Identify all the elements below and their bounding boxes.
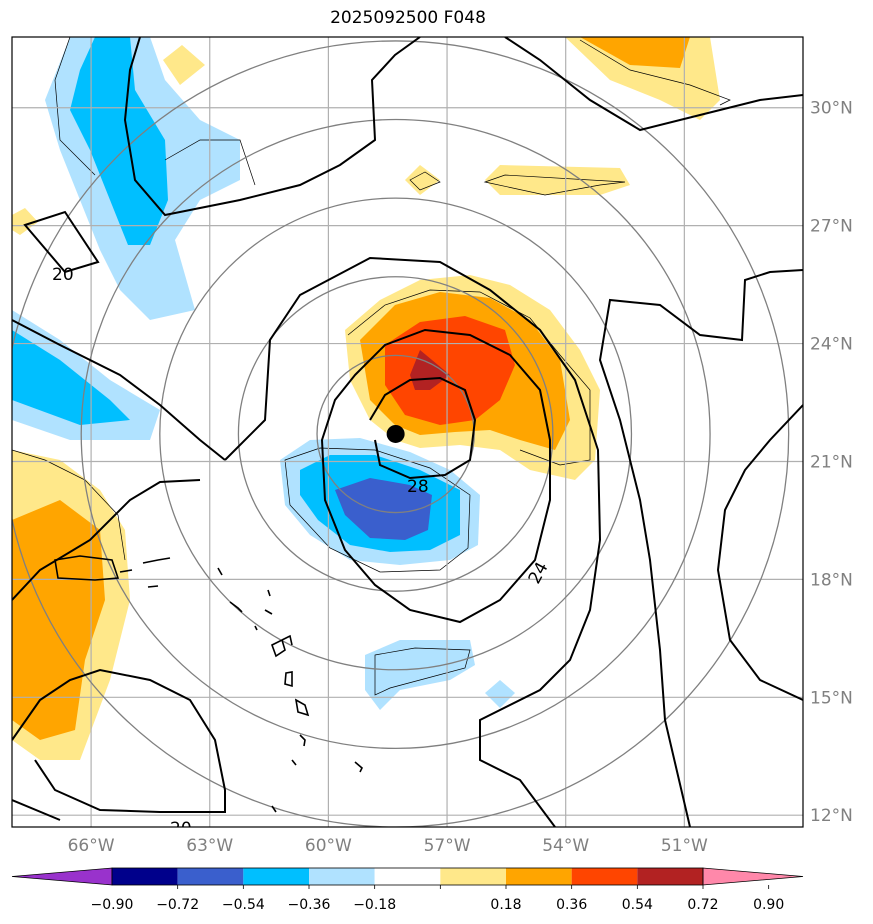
colorbar-label: −0.18	[353, 897, 396, 913]
colorbar-segment	[637, 868, 703, 885]
shade-positive-small-4	[12, 208, 38, 235]
shade-positive-small-3	[485, 165, 630, 195]
latitude-labels: 30°N 27°N 24°N 21°N 18°N 15°N 12°N	[810, 99, 853, 826]
colorbar-segment	[309, 868, 375, 885]
shade-positive-ne-inner	[580, 37, 690, 68]
contour-north-2	[504, 37, 803, 132]
island-dominica	[284, 671, 293, 688]
colorbar-segment	[440, 868, 506, 885]
island-small-6	[267, 589, 271, 597]
contour-label-24: 24	[525, 559, 553, 587]
colorbar-label: −0.54	[222, 897, 265, 913]
colorbar-extend-min	[11, 867, 113, 886]
lat-tick-label: 30°N	[810, 99, 853, 119]
longitude-labels: 66°W 63°W 60°W 57°W 54°W 51°W	[68, 836, 708, 856]
lon-tick-label: 51°W	[661, 836, 708, 856]
map-frame	[11, 36, 804, 828]
colorbar-segment	[571, 868, 638, 885]
colorbar-extend-max	[702, 867, 804, 886]
colorbar-label: 0.36	[556, 897, 587, 913]
contour-20-west	[23, 210, 100, 274]
contour-24	[224, 256, 602, 827]
lon-tick-label: 54°W	[542, 836, 589, 856]
contour-west	[12, 319, 226, 461]
contour-south-west	[12, 668, 226, 813]
plot-title: 2025092500 F048	[330, 8, 486, 28]
lat-tick-label: 15°N	[810, 688, 853, 708]
contour-far-east	[716, 404, 803, 701]
contour-west-2	[12, 479, 201, 601]
contour-label-20-west: 20	[52, 265, 74, 285]
colorbar-segment	[177, 868, 244, 885]
map-area: 20 28 24 20	[12, 37, 803, 839]
shade-positive-small-2	[405, 165, 440, 195]
shade-negative-w-inner	[12, 330, 130, 425]
island-barbados	[354, 761, 363, 773]
height-contours	[12, 37, 803, 827]
shade-positive-w-inner	[12, 500, 105, 740]
contour-label-28: 28	[407, 477, 429, 497]
lat-tick-label: 27°N	[810, 217, 853, 237]
storm-center-marker	[386, 424, 405, 443]
lat-tick-label: 18°N	[810, 570, 853, 590]
contour-east	[598, 269, 803, 827]
colorbar-segment	[243, 868, 309, 885]
range-ring	[80, 118, 711, 750]
colorbar-segment	[506, 868, 572, 885]
island-small-4	[229, 601, 243, 613]
colorbar: −0.90 −0.72 −0.54 −0.36 −0.18 0.18 0.36 0.54 0.7…	[11, 867, 804, 913]
island-vieques	[119, 569, 133, 573]
colorbar-outline	[111, 867, 704, 886]
shade-negative-south-2	[485, 680, 515, 708]
colorbar-label: −0.90	[91, 897, 134, 913]
lon-tick-label: 66°W	[68, 836, 115, 856]
island-puerto-rico	[54, 555, 120, 581]
contour-28	[320, 328, 551, 624]
island-st-lucia	[299, 734, 306, 747]
range-ring	[237, 276, 554, 592]
island-small-5	[264, 609, 273, 615]
island-st-vincent	[291, 759, 297, 766]
lat-tick-label: 24°N	[810, 335, 853, 355]
contour-south-west-2	[12, 799, 61, 821]
colorbar-label: 0.90	[753, 897, 784, 913]
island-small-1	[142, 557, 171, 564]
lat-tick-label: 12°N	[810, 806, 853, 826]
shade-negative-center-inner	[335, 478, 432, 540]
colorbar-segment	[374, 868, 441, 885]
colorbar-label: 0.72	[687, 897, 718, 913]
colorbar-label: 0.54	[622, 897, 653, 913]
shade-positive-small-1	[163, 45, 205, 85]
island-small-3	[217, 567, 223, 576]
lon-tick-label: 57°W	[424, 836, 471, 856]
contour-low-center	[369, 376, 477, 480]
range-rings	[12, 40, 790, 827]
lon-tick-label: 60°W	[305, 836, 352, 856]
contour-north	[123, 37, 421, 217]
lon-tick-label: 63°W	[186, 836, 233, 856]
island-small-2	[147, 585, 159, 588]
colorbar-label: −0.72	[156, 897, 199, 913]
graticule	[12, 37, 803, 827]
shade-negative-nw-inner	[70, 37, 168, 245]
colorbar-label: −0.36	[288, 897, 331, 913]
range-ring	[12, 40, 790, 827]
shade-negative-south	[365, 640, 475, 710]
colorbar-label: 0.18	[490, 897, 521, 913]
island-martinique	[294, 698, 310, 717]
contour-label-20-south: 20	[170, 819, 192, 839]
island-guadeloupe	[271, 634, 293, 658]
colorbar-segment	[112, 868, 178, 885]
island-grenada	[271, 805, 277, 813]
coastlines	[54, 555, 363, 813]
range-ring	[159, 197, 633, 671]
lat-tick-label: 21°N	[810, 452, 853, 472]
island-small-7	[254, 625, 258, 631]
